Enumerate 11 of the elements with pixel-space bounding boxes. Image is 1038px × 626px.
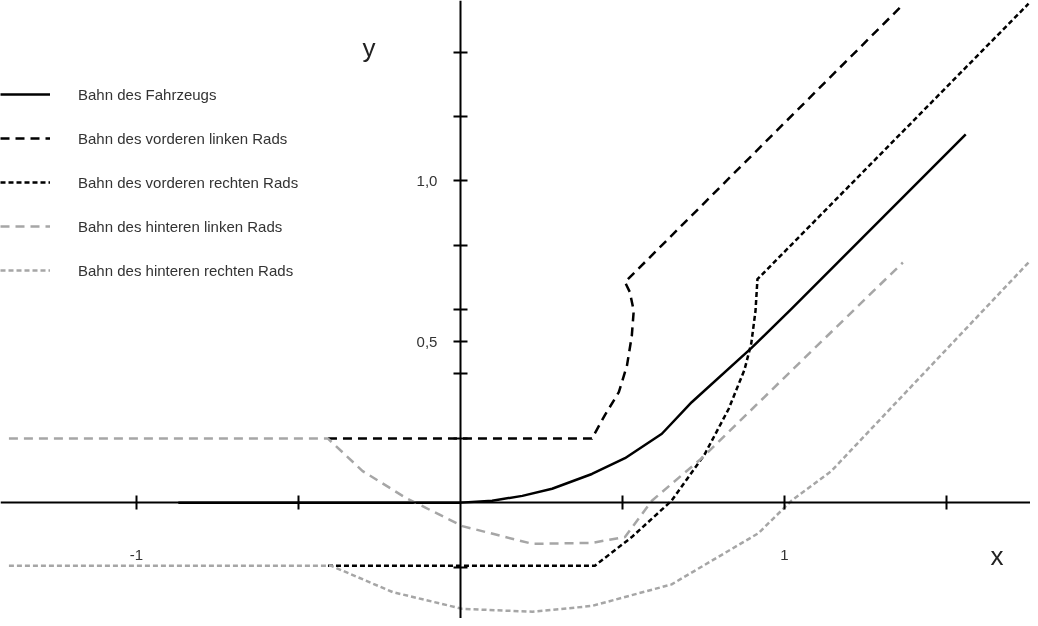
legend-label: Bahn des vorderen rechten Rads xyxy=(78,173,299,191)
x-axis-title: x xyxy=(990,540,1004,571)
legend-label: Bahn des vorderen linken Rads xyxy=(78,129,288,147)
legend-label: Bahn des hinteren linken Rads xyxy=(78,217,283,235)
y-tick-label: 0,5 xyxy=(416,332,438,350)
y-axis-title: y xyxy=(362,32,376,63)
legend-label: Bahn des hinteren rechten Rads xyxy=(78,261,294,279)
x-tick-label: -1 xyxy=(129,545,144,563)
y-tick-label: 1,0 xyxy=(416,171,438,189)
legend-label: Bahn des Fahrzeugs xyxy=(78,85,217,103)
x-tick-label: 1 xyxy=(780,545,789,563)
